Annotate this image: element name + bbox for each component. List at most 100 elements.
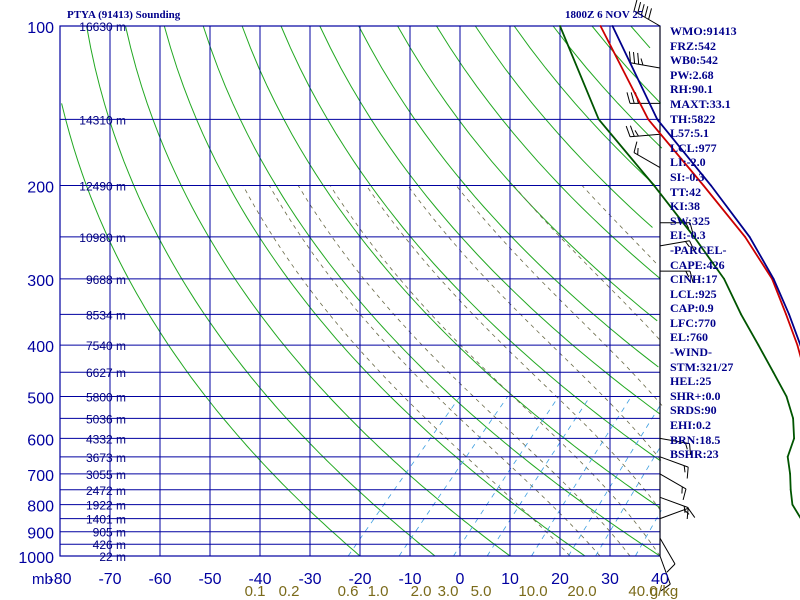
sounding-point <box>789 473 791 475</box>
pressure-tick-label: 500 <box>27 391 54 408</box>
sounding-point <box>789 488 792 491</box>
wind-barb-flag <box>685 222 690 229</box>
temp-tick-label: -70 <box>98 571 121 588</box>
wind-barb-staff <box>633 10 661 27</box>
mixing-ratio-line <box>531 396 632 557</box>
pressure-tick-label: 300 <box>27 273 54 290</box>
index-item: EI:-0.3 <box>670 228 706 243</box>
height-label: 5036 m <box>86 412 126 426</box>
mixing-ratio-label: 5.0 <box>471 583 492 600</box>
index-item: FRZ:542 <box>670 38 716 53</box>
dry-adiabat <box>61 103 361 557</box>
index-item: BSHR:23 <box>670 447 719 462</box>
index-item: L57:5.1 <box>670 126 709 141</box>
moist-adiabat <box>513 185 660 340</box>
index-item: BRN:18.5 <box>670 432 721 447</box>
wind-barb-flag <box>633 141 638 153</box>
ylabel-unit: mb <box>32 571 53 588</box>
dry-adiabat <box>591 25 662 104</box>
moist-adiabat <box>365 185 661 511</box>
temp-tick-label: -20 <box>348 571 371 588</box>
index-item: STM:321/27 <box>670 359 734 374</box>
mixing-ratio-label: 1.0 <box>368 583 389 600</box>
wind-barb-staff <box>659 473 687 490</box>
wind-barb-flag <box>633 0 638 12</box>
mixing-ratio-line <box>453 396 559 557</box>
wind-barb-flag <box>666 563 676 573</box>
mixing-ratio-label: 40.0 <box>628 583 657 600</box>
index-item: SW:325 <box>670 213 711 228</box>
sounding-point <box>772 278 775 280</box>
height-label: 426 m <box>93 538 126 552</box>
wind-barb-flag <box>689 443 692 456</box>
sounding-point <box>597 118 600 121</box>
sounding-point <box>656 118 659 121</box>
height-label: 1401 m <box>86 513 126 527</box>
wind-barb-flag <box>640 4 645 16</box>
pressure-tick-label: 400 <box>27 339 54 356</box>
wind-barb-staff <box>630 62 661 69</box>
mixing-ratio-label: 0.1 <box>245 583 266 600</box>
wind-barb-staff <box>659 496 689 509</box>
height-label: 3673 m <box>86 451 126 465</box>
index-item: LFC:770 <box>670 315 716 330</box>
wind-barb-flag <box>633 52 636 64</box>
index-item: SHR+:0.0 <box>670 388 721 403</box>
wind-barb-flag <box>683 509 690 515</box>
index-item: WB0:542 <box>670 53 718 68</box>
wind-barb-flag <box>626 92 631 104</box>
height-label: 16630 m <box>79 20 126 34</box>
mixing-ratio-label: 2.0 <box>411 583 432 600</box>
height-label: 5800 m <box>86 391 126 405</box>
index-list: WMO:91413 FRZ:542 WB0:542 PW:2.68 RH:90.1 MAX… <box>670 24 737 462</box>
station-title: PTYA (91413) Sounding <box>67 9 181 21</box>
sounding-point <box>559 25 561 27</box>
pressure-tick-label: 800 <box>27 499 54 516</box>
moist-adiabat <box>455 185 663 406</box>
mixing-ratio-line <box>486 396 591 557</box>
sounding-point <box>740 313 742 316</box>
index-item: SI:-0.3 <box>670 169 705 184</box>
wind-barb-flag <box>687 508 696 518</box>
index-item: KI:38 <box>670 199 700 214</box>
mixing-ratio-label: g/kg <box>650 583 678 600</box>
wind-barb-flag <box>685 241 690 248</box>
sounding-point <box>785 313 787 316</box>
sounding-point <box>647 118 650 121</box>
wind-barb-flag <box>630 92 635 104</box>
index-item: LCL:925 <box>670 286 717 301</box>
index-item: SRDS:90 <box>670 403 717 418</box>
height-label: 8534 m <box>86 308 126 322</box>
wind-barb-staff <box>630 133 661 138</box>
wind-barb-flag <box>682 488 687 501</box>
temp-tick-label: -40 <box>248 571 271 588</box>
wind-barb-staff <box>659 507 689 520</box>
wind-barb-flag <box>684 442 688 450</box>
wind-barb-flag <box>629 125 635 137</box>
height-label: 1922 m <box>86 499 126 513</box>
wind-barbs <box>625 0 696 592</box>
wind-barb-flag <box>689 240 695 252</box>
height-label: 905 m <box>93 526 126 540</box>
mixing-ratio-line <box>595 445 662 557</box>
sounding-point <box>793 437 795 440</box>
sounding-traces <box>559 25 800 519</box>
wind-barb-flag <box>637 52 640 65</box>
mixing-ratio-label: 0.6 <box>338 583 359 600</box>
wind-barb-flag <box>625 125 631 137</box>
dry-adiabat <box>474 25 653 228</box>
isotherms <box>59 26 661 556</box>
pressure-tick-label: 100 <box>27 20 54 37</box>
temp-tick-label: 10 <box>501 571 519 588</box>
height-label: 12490 m <box>79 180 126 194</box>
index-item: PW:2.68 <box>670 67 714 82</box>
wind-barb-flag <box>648 8 652 20</box>
sounding-point <box>796 344 799 346</box>
wind-barb-staff <box>659 437 690 445</box>
height-label: 4332 m <box>86 432 126 446</box>
index-item: TH:5822 <box>670 111 716 126</box>
index-item: RH:90.1 <box>670 82 713 97</box>
pressure-tick-label: 200 <box>27 180 54 197</box>
mixing-ratio-label: 0.2 <box>279 583 300 600</box>
